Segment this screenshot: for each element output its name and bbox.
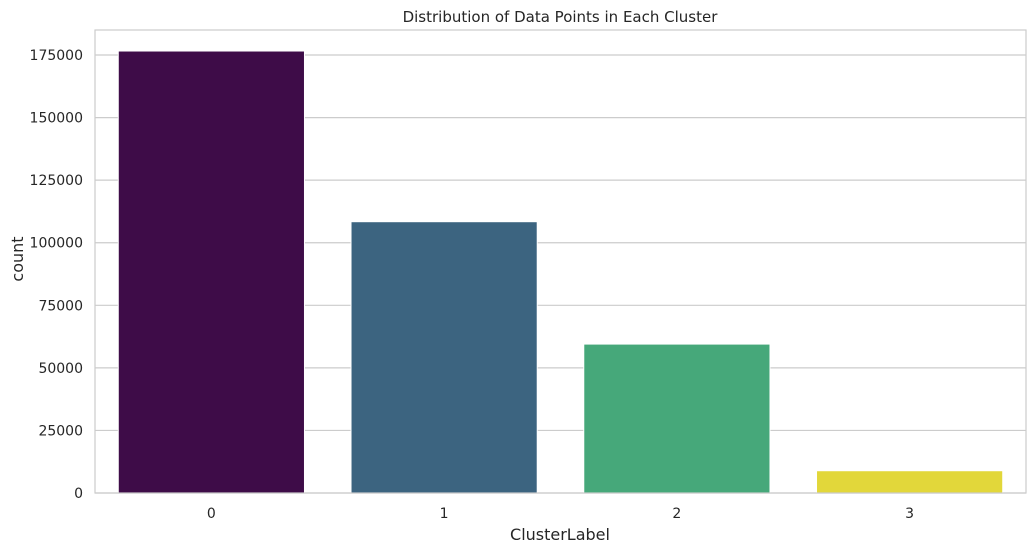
bar-cluster-1 [350,221,538,494]
y-axis-label: count [8,236,27,281]
y-tick-labels: 0 25000 50000 75000 100000 125000 150000 175000 [30,48,83,502]
bar-cluster-2 [583,343,771,494]
y-tick-label: 100000 [30,236,83,252]
chart-title: Distribution of Data Points in Each Clus… [403,8,719,26]
bar-cluster-0 [117,50,305,494]
plot-frame [94,29,1027,494]
bars [117,50,1004,494]
x-tick-label: 0 [207,506,216,522]
x-tick-label: 1 [440,506,449,522]
x-tick-label: 3 [905,506,914,522]
y-tick-label: 75000 [38,298,83,314]
y-tick-label: 0 [74,486,83,502]
x-axis-label: ClusterLabel [510,525,610,544]
y-tick-label: 125000 [30,173,83,189]
x-tick-label: 2 [672,506,681,522]
bar-cluster-3 [816,470,1004,494]
y-tick-label: 150000 [30,111,83,127]
y-tick-label: 50000 [38,361,83,377]
x-tick-labels: 0 1 2 3 [207,506,914,522]
y-tick-label: 25000 [38,423,83,439]
y-tick-label: 175000 [30,48,83,64]
